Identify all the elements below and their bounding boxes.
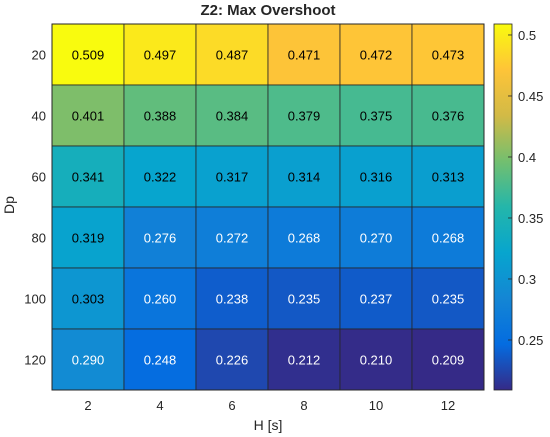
cell-value-label: 0.322	[144, 170, 177, 185]
x-tick-labels: 2 4 6 8 10 12	[84, 398, 455, 413]
cell-value-label: 0.268	[432, 231, 465, 246]
cell-value-label: 0.375	[360, 109, 393, 124]
cell-value-label: 0.303	[72, 292, 105, 307]
x-tick-label: 12	[441, 398, 455, 413]
cell-value-label: 0.235	[288, 292, 321, 307]
cell-value-label: 0.341	[72, 170, 105, 185]
heatmap-cell	[51, 267, 125, 330]
cell-value-label: 0.235	[432, 292, 465, 307]
heatmap-cell	[123, 145, 197, 208]
cell-value-label: 0.290	[72, 353, 105, 368]
heatmap-cell	[411, 328, 485, 391]
colorbar-gradient	[493, 23, 513, 391]
heatmap-cell	[51, 23, 125, 86]
y-tick-label: 80	[32, 231, 46, 246]
cell-value-label: 0.272	[216, 231, 249, 246]
heatmap-cell	[267, 84, 341, 147]
cell-value-label: 0.260	[144, 292, 177, 307]
colorbar-tick-label: 0.25	[518, 333, 543, 348]
cell-value-label: 0.209	[432, 353, 465, 368]
cell-value-label: 0.237	[360, 292, 393, 307]
heatmap-cell	[267, 145, 341, 208]
y-tick-label: 120	[24, 353, 46, 368]
heatmap-cell	[339, 206, 413, 269]
cell-value-label: 0.384	[216, 109, 249, 124]
x-tick-label: 6	[228, 398, 235, 413]
cell-value-label: 0.313	[432, 170, 465, 185]
heatmap-cell	[339, 145, 413, 208]
cell-value-label: 0.376	[432, 109, 465, 124]
cell-value-label: 0.317	[216, 170, 249, 185]
colorbar-tick-label: 0.5	[518, 28, 536, 43]
heatmap-cell	[51, 145, 125, 208]
y-tick-label: 20	[32, 48, 46, 63]
heatmap-cell	[411, 84, 485, 147]
colorbar-tick-label: 0.45	[518, 89, 543, 104]
heatmap-cell	[195, 267, 269, 330]
x-tick-label: 10	[369, 398, 383, 413]
cell-value-label: 0.316	[360, 170, 393, 185]
x-tick-label: 8	[300, 398, 307, 413]
heatmap-cell	[267, 267, 341, 330]
cell-value-label: 0.212	[288, 353, 321, 368]
cell-value-label: 0.509	[72, 48, 105, 63]
cell-value-label: 0.497	[144, 48, 177, 63]
heatmap-cell	[339, 23, 413, 86]
colorbar-tick-label: 0.3	[518, 272, 536, 287]
cell-value-label: 0.319	[72, 231, 105, 246]
cell-value-label: 0.210	[360, 353, 393, 368]
heatmap-cell	[267, 23, 341, 86]
colorbar: 0.25 0.3 0.35 0.4 0.45 0.5	[493, 23, 543, 391]
colorbar-tick-label: 0.4	[518, 150, 536, 165]
y-tick-label: 40	[32, 109, 46, 124]
cell-value-label: 0.270	[360, 231, 393, 246]
cell-value-label: 0.314	[288, 170, 321, 185]
cell-value-label: 0.226	[216, 353, 249, 368]
cell-value-label: 0.471	[288, 48, 321, 63]
heatmap-cell	[51, 206, 125, 269]
cell-value-label: 0.379	[288, 109, 321, 124]
cell-value-label: 0.248	[144, 353, 177, 368]
x-axis-label: H [s]	[254, 417, 283, 433]
y-tick-label: 100	[24, 292, 46, 307]
chart-title: Z2: Max Overshoot	[200, 2, 335, 19]
heatmap-cells: 0.509 0.497 0.487 0.471 0.472 0.473 0.401 0.388…	[51, 23, 485, 391]
cell-value-label: 0.268	[288, 231, 321, 246]
colorbar-tick-label: 0.35	[518, 211, 543, 226]
cell-value-label: 0.401	[72, 109, 105, 124]
heatmap-cell	[123, 23, 197, 86]
cell-value-label: 0.472	[360, 48, 393, 63]
heatmap-cell	[411, 23, 485, 86]
heatmap-cell	[411, 145, 485, 208]
y-tick-label: 60	[32, 170, 46, 185]
cell-value-label: 0.487	[216, 48, 249, 63]
heatmap-cell	[267, 206, 341, 269]
y-tick-labels: 20 40 60 80 100 120	[24, 48, 46, 368]
y-axis-label: Dp	[1, 196, 17, 214]
cell-value-label: 0.388	[144, 109, 177, 124]
x-tick-label: 4	[156, 398, 163, 413]
heatmap-cell	[51, 328, 125, 391]
heatmap-cell	[339, 267, 413, 330]
heatmap-cell	[123, 84, 197, 147]
x-tick-label: 2	[84, 398, 91, 413]
cell-value-label: 0.276	[144, 231, 177, 246]
cell-value-label: 0.473	[432, 48, 465, 63]
cell-value-label: 0.238	[216, 292, 249, 307]
heatmap-cell	[339, 328, 413, 391]
heatmap-cell	[123, 206, 197, 269]
heatmap-cell	[195, 206, 269, 269]
